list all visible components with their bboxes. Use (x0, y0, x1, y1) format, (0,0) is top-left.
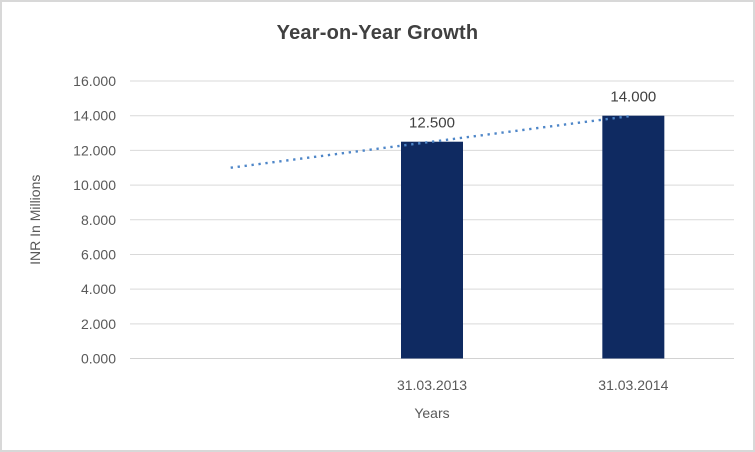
bar (401, 141, 463, 359)
bar (602, 115, 665, 359)
y-tick-label: 16.000 (73, 73, 116, 89)
y-tick-label: 4.000 (81, 281, 116, 297)
y-tick-label: 12.000 (73, 142, 116, 158)
bar-data-label: 14.000 (610, 89, 656, 106)
y-tick-label: 6.000 (81, 246, 116, 262)
y-tick-label: 0.000 (81, 351, 116, 367)
x-axis-title: Years (414, 405, 449, 421)
trendline (230, 114, 634, 169)
x-tick-label: 31.03.2013 (397, 377, 467, 393)
y-tick-label: 10.000 (73, 177, 116, 193)
y-axis-title: INR In Millions (27, 175, 43, 265)
x-tick-label: 31.03.2014 (598, 377, 668, 393)
y-tick-label: 8.000 (81, 212, 116, 228)
y-tick-label: 2.000 (81, 316, 116, 332)
y-tick-label: 14.000 (73, 108, 116, 124)
chart-title: Year-on-Year Growth (276, 22, 479, 44)
bar-data-label: 12.500 (409, 115, 455, 132)
